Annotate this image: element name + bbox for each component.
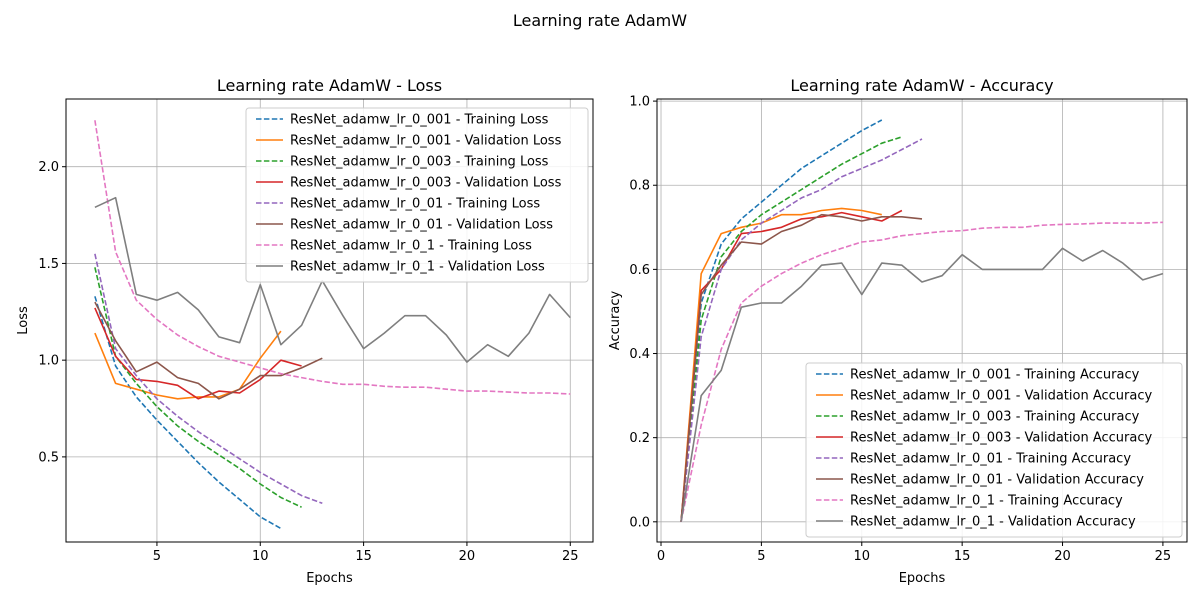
loss-legend-label-3: ResNet_adamw_lr_0_003 - Validation Loss (290, 176, 562, 191)
accuracy-legend-label-0: ResNet_adamw_lr_0_001 - Training Accurac… (850, 368, 1140, 383)
loss-series-line-4 (94, 253, 323, 505)
accuracy-series-line-6 (680, 221, 1163, 522)
loss-ytick-label: 0.5 (38, 450, 59, 465)
accuracy-series-line-0 (680, 119, 883, 522)
loss-ytick-label: 1.5 (38, 257, 59, 272)
loss-xtick-label: 20 (459, 549, 476, 564)
accuracy-series-line-3 (680, 209, 903, 522)
loss-xtick-label: 25 (562, 549, 579, 564)
accuracy-series-line-5 (680, 213, 923, 522)
figure-suptitle: Learning rate AdamW (513, 11, 687, 30)
accuracy-series-line-1 (680, 207, 882, 522)
loss-legend-label-5: ResNet_adamw_lr_0_01 - Validation Loss (290, 218, 553, 233)
accuracy-xtick-label: 25 (1155, 549, 1172, 564)
loss-x-axis-label: Epochs (306, 571, 353, 586)
loss-xtick-label: 5 (153, 549, 161, 564)
loss-series-line-2 (94, 267, 302, 508)
accuracy-ytick-label: 0.0 (629, 515, 650, 530)
loss-legend-label-2: ResNet_adamw_lr_0_003 - Training Loss (290, 155, 549, 170)
accuracy-ytick-label: 0.8 (629, 179, 650, 194)
loss-legend-label-6: ResNet_adamw_lr_0_1 - Training Loss (290, 239, 532, 254)
loss-axes-frame (65, 98, 594, 543)
accuracy-legend-label-1: ResNet_adamw_lr_0_001 - Validation Accur… (850, 389, 1152, 404)
loss-chart: 5 10 15 20 25 0.5 1.0 1.5 2.0 Learning rate AdamW… (16, 76, 594, 586)
accuracy-ytick-label: 0.6 (629, 263, 650, 278)
accuracy-legend-label-6: ResNet_adamw_lr_0_1 - Training Accuracy (850, 494, 1123, 509)
accuracy-series-line-7 (680, 247, 1164, 522)
loss-y-axis-label: Loss (16, 306, 31, 335)
accuracy-legend-label-5: ResNet_adamw_lr_0_01 - Validation Accura… (850, 473, 1144, 488)
loss-ytick-label: 1.0 (38, 354, 59, 369)
accuracy-series-line-4 (680, 138, 923, 522)
loss-legend-label-7: ResNet_adamw_lr_0_1 - Validation Loss (290, 260, 545, 275)
loss-ytick-label: 2.0 (38, 160, 59, 175)
accuracy-chart-title: Learning rate AdamW - Accuracy (790, 76, 1053, 95)
loss-legend-label-0: ResNet_adamw_lr_0_001 - Training Loss (290, 113, 549, 128)
accuracy-ytick-label: 1.0 (629, 95, 650, 110)
loss-series-line-6 (94, 120, 571, 395)
accuracy-xtick-label: 15 (954, 549, 971, 564)
accuracy-xtick-label: 20 (1054, 549, 1071, 564)
accuracy-xtick-label: 10 (853, 549, 870, 564)
loss-series-line-7 (94, 196, 571, 363)
accuracy-legend-box (805, 362, 1183, 538)
accuracy-y-axis-label: Accuracy (608, 291, 623, 351)
accuracy-xtick-label: 0 (657, 549, 665, 564)
loss-series-line-5 (94, 301, 323, 400)
accuracy-x-axis-label: Epochs (899, 571, 946, 586)
accuracy-legend-label-7: ResNet_adamw_lr_0_1 - Validation Accurac… (850, 515, 1136, 530)
loss-series-line-1 (94, 330, 282, 400)
accuracy-axes-frame (656, 98, 1188, 543)
loss-chart-title: Learning rate AdamW - Loss (217, 76, 442, 95)
loss-legend-box (245, 107, 589, 283)
accuracy-series-line-2 (680, 136, 903, 522)
accuracy-legend-label-4: ResNet_adamw_lr_0_01 - Training Accuracy (850, 452, 1131, 467)
accuracy-ytick-label: 0.4 (629, 347, 650, 362)
loss-legend-label-4: ResNet_adamw_lr_0_01 - Training Loss (290, 197, 540, 212)
loss-series-line-3 (94, 307, 302, 400)
accuracy-legend-label-2: ResNet_adamw_lr_0_003 - Training Accurac… (850, 410, 1140, 425)
accuracy-legend-label-3: ResNet_adamw_lr_0_003 - Validation Accur… (850, 431, 1152, 446)
accuracy-xtick-label: 5 (757, 549, 765, 564)
loss-legend-label-1: ResNet_adamw_lr_0_001 - Validation Loss (290, 134, 562, 149)
accuracy-ytick-label: 0.2 (629, 431, 650, 446)
loss-series-line-0 (94, 296, 282, 530)
accuracy-chart: 0 5 10 15 20 25 0.0 0.2 0.4 0.6 0.8 1.0 Learning rat… (608, 76, 1188, 586)
loss-xtick-label: 10 (252, 549, 269, 564)
loss-xtick-label: 15 (355, 549, 372, 564)
